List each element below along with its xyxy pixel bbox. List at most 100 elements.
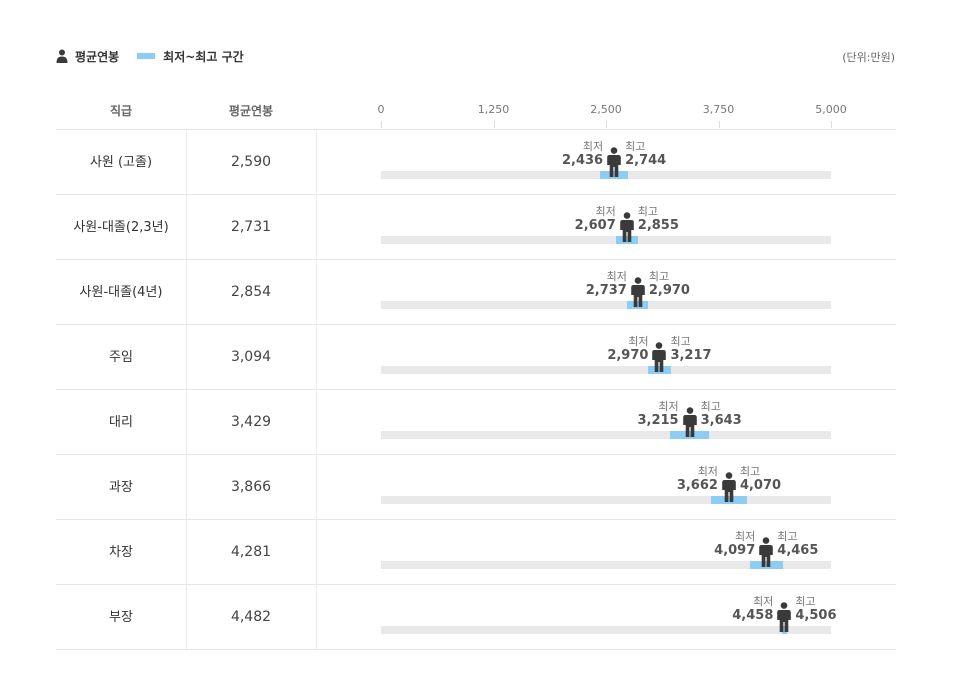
min-caption: 최저 <box>595 205 616 218</box>
min-value: 2,436 <box>561 153 604 168</box>
table-row: 과장 3,866 최저 3,662 최고 4,070 <box>56 455 896 520</box>
grade-column-header: 직급 <box>109 104 133 118</box>
table-row: 사원 (고졸) 2,590 최저 2,436 최고 2,744 <box>56 130 896 195</box>
max-caption: 최고 <box>637 205 659 218</box>
range-track <box>381 561 831 569</box>
max-value: 2,970 <box>648 283 690 298</box>
row-divider <box>56 194 896 195</box>
person-icon <box>631 277 645 307</box>
min-value: 3,215 <box>637 413 679 428</box>
max-value: 2,855 <box>637 218 679 233</box>
max-value: 3,643 <box>700 413 742 428</box>
table-row: 부장 4,482 최저 4,458 최고 4,506 <box>56 585 896 650</box>
range-track <box>381 301 831 309</box>
range-track <box>381 431 831 439</box>
person-icon <box>682 407 697 437</box>
legend-range-swatch <box>137 53 156 59</box>
average-column-header: 평균연봉 <box>228 104 274 118</box>
legend: 평균연봉 최저~최고 구간 <box>56 47 244 65</box>
max-label: 최고 3,643 <box>701 400 742 429</box>
min-label: 최저 2,607 <box>575 205 616 234</box>
person-icon <box>619 212 634 242</box>
column-divider <box>316 130 317 649</box>
max-label: 최고 3,217 <box>670 335 711 364</box>
min-label: 최저 2,737 <box>586 270 627 299</box>
average-value: 4,482 <box>230 609 272 625</box>
grade-label: 주임 <box>109 350 133 365</box>
row-divider <box>56 649 896 650</box>
min-value: 3,662 <box>676 478 718 493</box>
min-label: 최저 2,436 <box>562 140 603 169</box>
x-tick-label: 0 <box>377 103 385 116</box>
average-value: 2,854 <box>230 284 272 300</box>
row-divider <box>56 324 896 325</box>
legend-range-label: 최저~최고 구간 <box>163 49 244 64</box>
grade-label: 부장 <box>109 610 133 625</box>
person-icon <box>759 537 774 567</box>
person-icon <box>777 602 792 632</box>
person-icon <box>652 342 667 372</box>
max-label: 최고 2,970 <box>649 270 690 299</box>
max-caption: 최고 <box>625 140 646 153</box>
average-value: 2,590 <box>230 154 272 170</box>
grade-label: 사원-대졸(2,3년) <box>73 220 169 235</box>
column-divider <box>186 130 187 649</box>
table-row: 사원-대졸(2,3년) 2,731 최저 2,607 최고 2,855 <box>56 195 896 260</box>
range-track <box>381 626 831 634</box>
average-value: 4,281 <box>230 544 272 560</box>
range-bar <box>615 236 638 244</box>
range-bar <box>749 561 783 569</box>
x-tick-mark <box>381 121 382 128</box>
min-caption: 최저 <box>628 335 649 348</box>
max-caption: 최고 <box>648 270 670 283</box>
max-caption: 최고 <box>777 530 798 543</box>
max-value: 3,217 <box>670 348 712 363</box>
max-caption: 최고 <box>670 335 691 348</box>
max-label: 최고 2,855 <box>638 205 679 234</box>
grade-label: 대리 <box>109 415 133 430</box>
legend-average-label: 평균연봉 <box>75 49 120 64</box>
person-icon <box>722 472 736 502</box>
range-track <box>381 496 831 504</box>
grade-label: 사원-대졸(4년) <box>79 285 163 300</box>
x-tick-mark <box>831 121 832 128</box>
average-value: 3,866 <box>230 479 272 495</box>
max-value: 4,465 <box>777 543 819 558</box>
max-value: 4,506 <box>795 608 837 623</box>
min-caption: 최저 <box>582 140 604 153</box>
min-caption: 최저 <box>658 400 679 413</box>
max-label: 최고 2,744 <box>625 140 666 169</box>
min-caption: 최저 <box>606 270 627 283</box>
range-bar <box>710 496 748 504</box>
x-tick-label: 3,750 <box>702 103 735 116</box>
grade-label: 과장 <box>109 480 133 495</box>
min-caption: 최저 <box>697 465 718 478</box>
max-value: 2,744 <box>625 153 667 168</box>
range-bar <box>627 301 649 309</box>
min-value: 4,458 <box>732 608 774 623</box>
max-value: 4,070 <box>739 478 782 493</box>
max-label: 최고 4,465 <box>777 530 818 559</box>
min-caption: 최저 <box>735 530 756 543</box>
min-value: 2,970 <box>607 348 649 363</box>
min-label: 최저 3,662 <box>677 465 718 494</box>
x-tick-mark <box>606 121 607 128</box>
min-value: 2,607 <box>574 218 616 233</box>
x-tick-mark <box>719 121 720 128</box>
min-label: 최저 3,215 <box>637 400 678 429</box>
range-bar <box>600 171 628 179</box>
min-label: 최저 4,458 <box>732 595 773 624</box>
person-icon <box>56 49 68 63</box>
table-row: 사원-대졸(4년) 2,854 최저 2,737 최고 2,970 <box>56 260 896 325</box>
range-track <box>381 366 831 374</box>
row-divider <box>56 584 896 585</box>
max-caption: 최고 <box>739 465 761 478</box>
average-value: 3,094 <box>230 349 272 365</box>
min-value: 4,097 <box>714 543 756 558</box>
x-tick-mark <box>494 121 495 128</box>
range-bar <box>782 626 787 634</box>
row-divider <box>56 454 896 455</box>
row-divider <box>56 519 896 520</box>
range-bar <box>648 366 671 374</box>
min-label: 최저 2,970 <box>607 335 648 364</box>
